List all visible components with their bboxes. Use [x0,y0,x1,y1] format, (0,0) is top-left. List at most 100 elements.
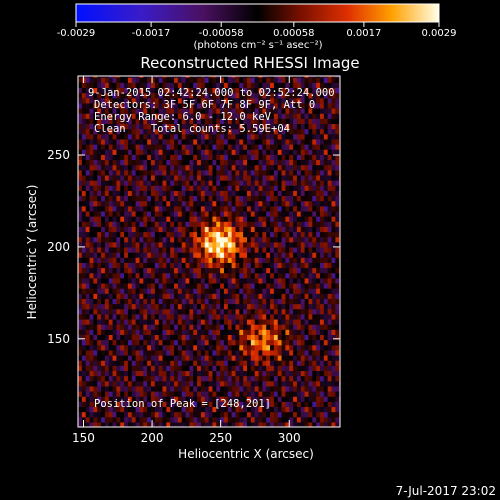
heatmap-cell [316,267,321,274]
heatmap-cell [181,190,187,197]
heatmap-cell [331,143,336,150]
heatmap-cell [143,385,148,392]
heatmap-cell [166,390,171,397]
heatmap-cell [243,303,248,310]
heatmap-cell [212,107,217,114]
heatmap-cell [323,236,329,243]
heatmap-cell [177,149,183,155]
heatmap-cell [331,76,336,78]
heatmap-cell [78,113,83,119]
colorbar-tick-label: -0.00058 [199,28,244,39]
heatmap-cell [296,221,302,227]
heatmap-cell [223,344,229,351]
heatmap-cell [216,288,221,294]
heatmap-cell [273,318,279,325]
heatmap-cell [289,128,294,135]
heatmap-cell [166,221,171,227]
heatmap-cell [327,282,333,289]
heatmap-cell [154,267,160,274]
heatmap-cell [220,272,225,279]
heatmap-cell [258,401,263,408]
heatmap-cell [104,113,110,119]
heatmap-cell [220,370,225,377]
heatmap-cell [185,257,190,263]
heatmap-cell [193,102,198,109]
heatmap-cell [85,411,91,418]
heatmap-cell [101,339,106,346]
heatmap-cell [266,257,271,263]
heatmap-cell [250,360,256,366]
heatmap-cell [296,385,302,392]
heatmap-cell [227,138,233,145]
heatmap-cell [289,416,294,423]
heatmap-cell [127,370,133,377]
heatmap-cell [200,92,206,99]
heatmap-cell [293,143,298,150]
heatmap-cell [316,82,321,88]
heatmap-cell [193,205,198,212]
heatmap-cell [200,138,206,145]
heatmap-cell [197,102,202,109]
heatmap-cell [124,76,129,78]
heatmap-cell [81,231,87,238]
heatmap-cell [270,113,275,119]
heatmap-cell [212,282,217,289]
heatmap-cell [131,164,137,171]
heatmap-cell [254,293,260,299]
heatmap-cell [223,421,229,427]
heatmap-cell [247,370,252,377]
heatmap-cell [300,76,306,78]
heatmap-cell [327,277,333,284]
heatmap-cell [327,385,333,392]
heatmap-cell [166,92,171,99]
heatmap-cell [304,349,310,356]
heatmap-cell [193,169,198,176]
heatmap-cell [254,277,260,284]
heatmap-cell [216,76,221,78]
heatmap-cell [131,293,137,299]
heatmap-cell [147,267,152,274]
heatmap-cell [81,370,87,377]
heatmap-cell [154,370,160,377]
heatmap-cell [250,174,256,181]
heatmap-cell [227,370,233,377]
heatmap-cell [200,324,206,330]
heatmap-cell [177,226,183,233]
heatmap-cell [81,210,87,217]
heatmap-cell [316,360,321,366]
heatmap-cell [177,370,183,377]
heatmap-cell [185,411,190,418]
heatmap-cell [170,272,175,279]
heatmap-cell [262,149,267,155]
heatmap-cell [143,411,148,418]
heatmap-cell [89,159,94,166]
heatmap-cell [323,354,329,361]
heatmap-cell [170,262,175,269]
heatmap-cell [147,262,152,269]
heatmap-cell [216,154,221,161]
heatmap-cell [212,411,217,418]
heatmap-cell [316,164,321,171]
heatmap-cell [185,406,190,413]
heatmap-cell [277,349,283,356]
heatmap-cell [227,344,233,351]
heatmap-cell [154,123,160,130]
heatmap-cell [89,246,94,253]
heatmap-cell [131,190,137,197]
heatmap-cell [127,385,133,392]
heatmap-cell [285,118,290,125]
heatmap-cell [277,277,283,284]
heatmap-cell [250,159,256,166]
heatmap-cell [308,344,313,351]
heatmap-cell [316,421,321,427]
heatmap-cell [150,318,156,325]
heatmap-cell [197,416,202,423]
heatmap-cell [281,185,286,191]
heatmap-cell [162,226,167,233]
heatmap-cell [154,421,160,427]
heatmap-cell [197,370,202,377]
heatmap-cell [143,169,148,176]
heatmap-cell [147,97,152,104]
heatmap-cell [266,318,271,325]
heatmap-cell [235,149,240,155]
